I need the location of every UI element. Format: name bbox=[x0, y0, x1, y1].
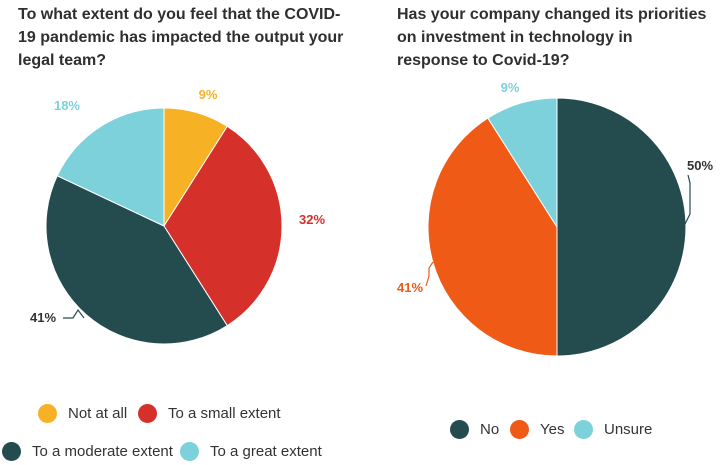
legend-item-moderate-extent: To a moderate extent bbox=[2, 442, 173, 461]
pie-slice-no bbox=[556, 97, 687, 357]
data-label-no: 50% bbox=[687, 158, 713, 173]
label-leader-no bbox=[684, 174, 691, 225]
legend-swatch bbox=[180, 442, 199, 461]
chart-title-impact: To what extent do you feel that the COVI… bbox=[18, 6, 344, 69]
legend-swatch bbox=[138, 404, 157, 423]
pie-slice-unsure bbox=[487, 97, 558, 229]
legend-item-unsure: Unsure bbox=[574, 420, 652, 439]
legend-label: To a small extent bbox=[168, 405, 281, 422]
legend-item-yes: Yes bbox=[510, 420, 564, 439]
label-leader-to-a-moderate-extent bbox=[63, 308, 85, 319]
pie-chart-impact: 9% 32% 41% 18% bbox=[30, 87, 325, 345]
data-label-unsure: 9% bbox=[501, 80, 520, 95]
legend-label: To a moderate extent bbox=[32, 443, 173, 460]
legend-label: Not at all bbox=[68, 405, 128, 422]
legend-swatch bbox=[510, 420, 529, 439]
pie-slice-to-a-small-extent bbox=[163, 125, 283, 327]
legend-label: Yes bbox=[540, 421, 565, 438]
legend-label: To a great extent bbox=[210, 443, 322, 460]
data-label-yes: 41% bbox=[397, 280, 423, 295]
pie-slice-to-a-moderate-extent bbox=[45, 175, 228, 345]
pie-slice-to-a-great-extent bbox=[56, 107, 165, 227]
legend-swatch bbox=[450, 420, 469, 439]
legend-item-not-at-all: Not at all bbox=[38, 404, 127, 423]
legend-label: No bbox=[480, 421, 500, 438]
legend-item-no: No bbox=[450, 420, 499, 439]
legend-swatch bbox=[574, 420, 593, 439]
legend-label: Unsure bbox=[604, 421, 653, 438]
legend-item-small-extent: To a small extent bbox=[138, 404, 281, 423]
data-label-to-a-moderate-extent: 41% bbox=[30, 310, 56, 325]
legend-swatch bbox=[38, 404, 57, 423]
data-label-not-at-all: 9% bbox=[199, 87, 218, 102]
chart-title-investment: Has your company changed its priorities … bbox=[397, 6, 707, 69]
legend-swatch bbox=[2, 442, 21, 461]
legend-item-great-extent: To a great extent bbox=[180, 442, 322, 461]
label-leader-yes bbox=[425, 261, 434, 287]
pie-slice-yes bbox=[427, 117, 558, 357]
data-label-to-a-great-extent: 18% bbox=[54, 98, 80, 113]
pie-chart-investment: 50% 41% 9% bbox=[397, 80, 713, 357]
data-label-to-a-small-extent: 32% bbox=[299, 212, 325, 227]
